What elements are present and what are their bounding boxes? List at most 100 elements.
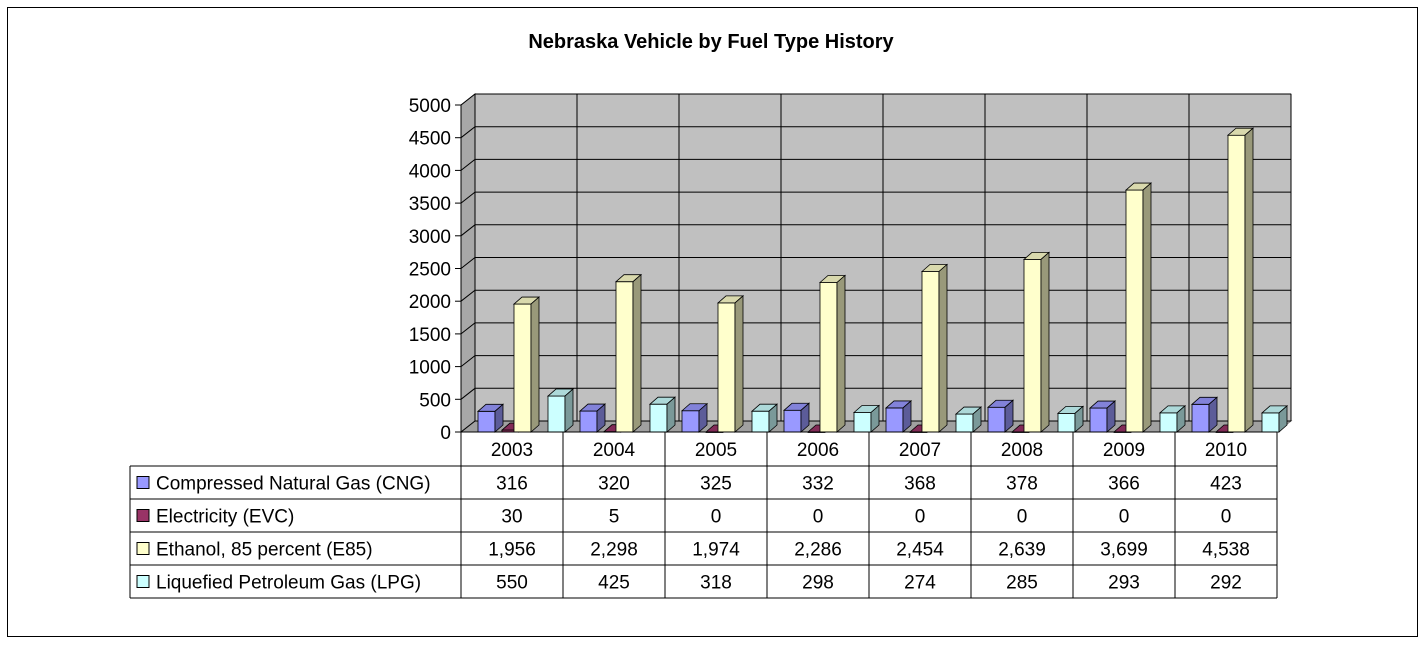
bar-compressed-natural-gas-cng--2007 <box>884 400 913 433</box>
bar-compressed-natural-gas-cng--2005 <box>680 402 709 433</box>
bar-liquefied-petroleum-gas-lpg--2004 <box>648 396 677 433</box>
legend-label: Ethanol, 85 percent (E85) <box>156 540 373 561</box>
bar-side <box>1176 404 1186 433</box>
x-tick-label: 2007 <box>899 440 941 461</box>
data-label: 332 <box>802 474 834 495</box>
data-table: 2003 2004 2005 2006 2007 2008 2009 2010 Compress… <box>129 431 1278 599</box>
bar-front <box>751 410 770 433</box>
data-label: 30 <box>501 507 522 528</box>
data-label: 0 <box>1221 507 1232 528</box>
data-label: 0 <box>1119 507 1130 528</box>
bar-front <box>1227 134 1246 433</box>
bar-liquefied-petroleum-gas-lpg--2009 <box>1158 404 1187 433</box>
bar-side <box>768 403 778 433</box>
bar-front <box>477 410 496 433</box>
data-label: 2,298 <box>590 540 638 561</box>
data-label: 320 <box>598 474 630 495</box>
bar-side <box>800 402 810 433</box>
legend-swatch <box>136 575 150 588</box>
bar-side <box>1208 396 1218 433</box>
bar-compressed-natural-gas-cng--2004 <box>578 403 607 433</box>
y-tick-label: 0 <box>440 423 451 444</box>
bar-front <box>1159 412 1178 433</box>
legend-swatch <box>136 542 150 555</box>
data-label: 2,454 <box>896 540 944 561</box>
data-label: 0 <box>915 507 926 528</box>
data-label: 4,538 <box>1202 540 1250 561</box>
bar-front <box>819 282 838 433</box>
legend-label: Liquefied Petroleum Gas (LPG) <box>156 573 421 594</box>
bar-front <box>921 271 940 433</box>
bar-side <box>1142 182 1152 433</box>
bar-front <box>649 403 668 433</box>
y-tick-label: 500 <box>419 390 451 411</box>
bar-front <box>987 406 1006 433</box>
data-label: 1,974 <box>692 540 740 561</box>
bar-front <box>681 410 700 433</box>
data-label: 550 <box>496 573 528 594</box>
bar-ethanol-85-percent-e85--2008 <box>1022 251 1051 433</box>
data-label: 0 <box>1017 507 1028 528</box>
data-label: 298 <box>802 573 834 594</box>
bar-side <box>530 296 540 433</box>
bar-ethanol-85-percent-e85--2004 <box>614 273 643 433</box>
y-tick-label: 1000 <box>409 358 451 379</box>
x-tick-label: 2005 <box>695 440 737 461</box>
y-tick-label: 4000 <box>409 161 451 182</box>
legend-label: Compressed Natural Gas (CNG) <box>156 474 431 495</box>
plot-area: 0 500 1000 1500 2000 2500 3000 3500 4000 4500 5000 <box>409 92 1293 444</box>
bar-front <box>885 407 904 433</box>
bar-compressed-natural-gas-cng--2010 <box>1190 396 1219 433</box>
data-label: 325 <box>700 474 732 495</box>
bar-side <box>596 403 606 433</box>
bar-liquefied-petroleum-gas-lpg--2010 <box>1260 405 1289 433</box>
data-label: 2,286 <box>794 540 842 561</box>
y-tick-label: 2500 <box>409 260 451 281</box>
y-tick-label: 3500 <box>409 194 451 215</box>
y-tick-label: 4500 <box>409 129 451 150</box>
data-label: 292 <box>1210 573 1242 594</box>
bar-front <box>717 302 736 433</box>
bar-liquefied-petroleum-gas-lpg--2005 <box>750 403 779 433</box>
bar-liquefied-petroleum-gas-lpg--2003 <box>546 388 575 433</box>
bar-ethanol-85-percent-e85--2010 <box>1226 127 1255 433</box>
x-tick-label: 2008 <box>1001 440 1043 461</box>
data-label: 316 <box>496 474 528 495</box>
bar-side <box>1074 405 1084 433</box>
data-label: 423 <box>1210 474 1242 495</box>
data-label: 378 <box>1006 474 1038 495</box>
data-label: 368 <box>904 474 936 495</box>
bar-front <box>853 412 872 433</box>
bar-front <box>547 395 566 433</box>
bar-compressed-natural-gas-cng--2006 <box>782 402 811 433</box>
data-label: 1,956 <box>488 540 536 561</box>
bar-side <box>1040 251 1050 433</box>
y-tick-label: 3000 <box>409 227 451 248</box>
bar-front <box>1125 189 1144 433</box>
bar-ethanol-85-percent-e85--2005 <box>716 295 745 433</box>
bar-side <box>564 388 574 433</box>
bar-side <box>938 263 948 433</box>
bar-front <box>783 409 802 433</box>
bar-side <box>734 295 744 433</box>
y-tick-label: 2000 <box>409 292 451 313</box>
x-tick-label: 2003 <box>491 440 533 461</box>
data-label: 0 <box>813 507 824 528</box>
x-tick-label: 2010 <box>1205 440 1247 461</box>
bar-side <box>1244 127 1254 433</box>
bar-side <box>632 273 642 433</box>
bar-side <box>1106 400 1116 433</box>
bar-ethanol-85-percent-e85--2009 <box>1124 182 1153 433</box>
data-label: 274 <box>904 573 936 594</box>
bar-side <box>870 404 880 433</box>
bar-front <box>579 410 598 433</box>
y-tick-label: 5000 <box>409 96 451 117</box>
legend-swatch <box>136 509 150 522</box>
bar-side <box>1278 405 1288 433</box>
bar-compressed-natural-gas-cng--2008 <box>986 399 1015 433</box>
data-label: 3,699 <box>1100 540 1148 561</box>
legend-label: Electricity (EVC) <box>156 507 294 528</box>
bar-front <box>1057 412 1076 433</box>
bar-side <box>836 274 846 433</box>
